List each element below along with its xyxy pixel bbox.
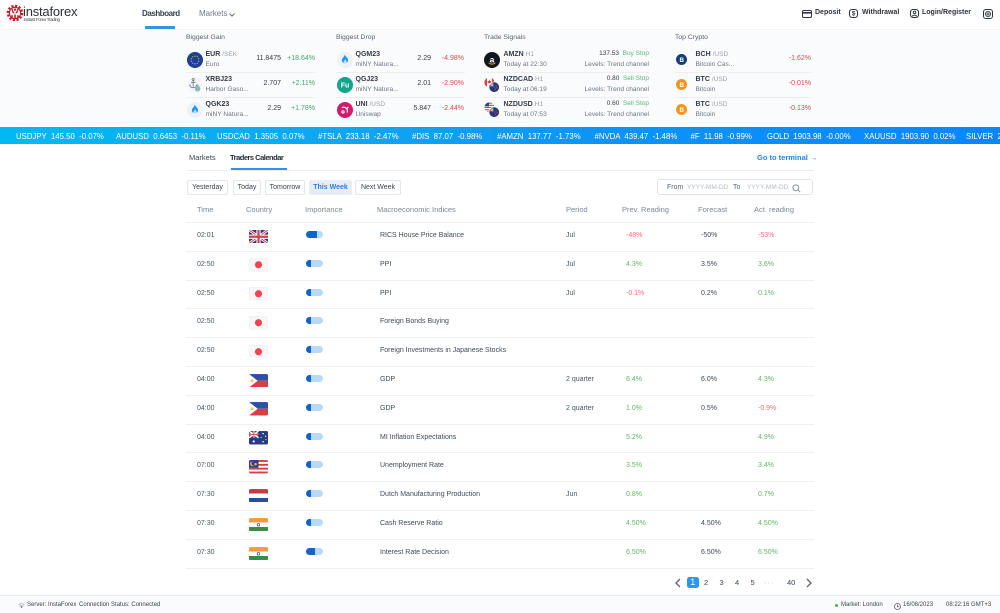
svg-text:B: B xyxy=(679,57,684,64)
svg-text:$: $ xyxy=(852,12,856,18)
svg-text:B: B xyxy=(679,82,684,89)
svg-text:Fu: Fu xyxy=(340,82,348,89)
svg-text:B: B xyxy=(679,107,684,114)
svg-text:a: a xyxy=(490,54,495,64)
